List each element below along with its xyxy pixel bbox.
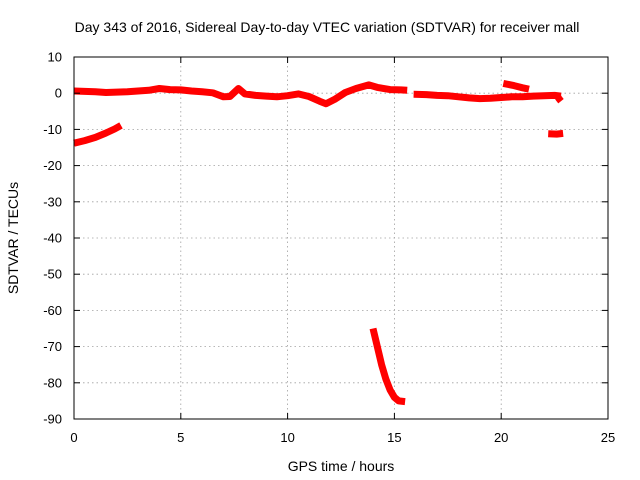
y-tick-label: -90 (43, 412, 62, 427)
y-tick-label: -70 (43, 339, 62, 354)
grid-layer (74, 57, 608, 419)
series-deep-drop (369, 327, 406, 406)
series-segment-4 (553, 93, 564, 104)
series-segment-3 (502, 79, 530, 93)
tick-layer: 10 0 -10 -20 -30 -40 -50 -60 -70 -80 -90 0 5 10 15 20 25 (43, 50, 615, 446)
x-tick-label: 5 (177, 430, 184, 445)
x-tick-label: 25 (601, 430, 615, 445)
y-axis-label: SDTVAR / TECUs (5, 182, 21, 294)
series-segment-2 (413, 90, 562, 103)
y-tick-label: -60 (43, 303, 62, 318)
y-tick-label: -20 (43, 158, 62, 173)
y-tick-label: -40 (43, 231, 62, 246)
y-tick-label: -80 (43, 375, 62, 390)
x-tick-label: 0 (70, 430, 77, 445)
y-tick-label: -50 (43, 267, 62, 282)
y-tick-label: -10 (43, 122, 62, 137)
x-tick-label: 10 (280, 430, 294, 445)
x-tick-label: 20 (494, 430, 508, 445)
y-tick-label: 0 (55, 86, 62, 101)
series-layer (73, 79, 564, 406)
chart-title: Day 343 of 2016, Sidereal Day-to-day VTE… (75, 19, 580, 35)
y-tick-label: 10 (48, 50, 62, 65)
y-tick-label: -30 (43, 194, 62, 209)
series-late-negative (548, 129, 564, 138)
series-main (73, 81, 408, 108)
x-axis-label: GPS time / hours (288, 458, 395, 474)
series-early-negative (73, 122, 123, 147)
x-tick-label: 15 (387, 430, 401, 445)
